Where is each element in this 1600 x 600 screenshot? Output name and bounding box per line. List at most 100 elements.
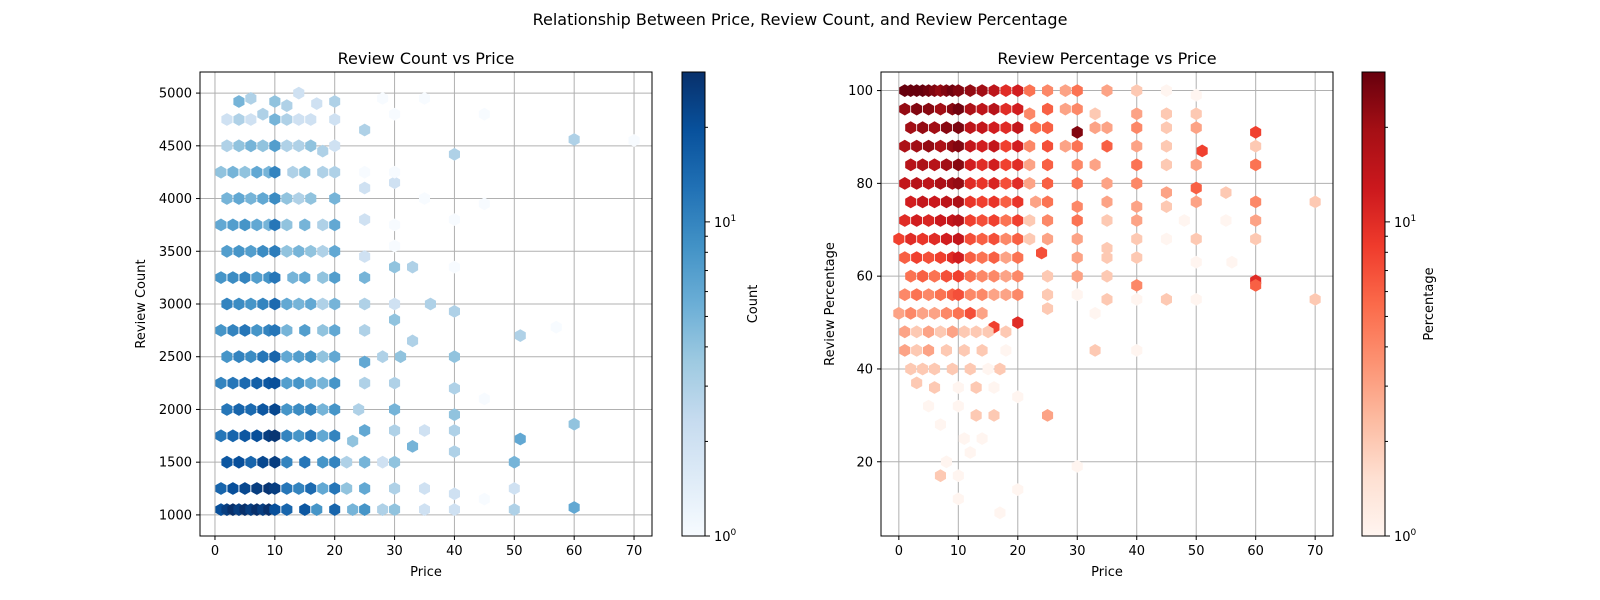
hex-bin (1042, 302, 1054, 315)
hex-bin (1160, 139, 1172, 153)
hex-bin (359, 165, 371, 179)
hex-bin (988, 195, 1000, 209)
y-tick-label: 3500 (159, 245, 192, 260)
hex-bin (419, 424, 430, 437)
hex-bin (1101, 121, 1113, 135)
hex-bin (448, 424, 460, 437)
hex-bin (958, 432, 970, 445)
hex-bin (1042, 409, 1054, 422)
hex-bin (221, 455, 233, 469)
hex-bin (934, 325, 946, 339)
hex-bin (1000, 325, 1012, 339)
hex-bin (329, 271, 341, 284)
hex-bin (424, 297, 436, 311)
hex-bin (1190, 121, 1202, 135)
hex-bin (227, 218, 239, 232)
hex-bin (478, 392, 490, 406)
hex-bin (1250, 214, 1262, 227)
hex-bin (1012, 158, 1024, 172)
hex-bin (923, 177, 935, 190)
hex-bin (1160, 200, 1172, 213)
hex-bin (293, 297, 305, 311)
hex-bin (1042, 288, 1054, 302)
x-tick-label: 70 (626, 544, 643, 559)
hex-bin (305, 297, 317, 311)
hex-bin (1131, 200, 1143, 213)
hex-bin (911, 251, 923, 264)
hex-bin (1000, 232, 1012, 246)
hex-bin (1131, 139, 1143, 153)
hex-bin (329, 503, 341, 516)
hex-bin (964, 232, 976, 246)
hex-bin (233, 95, 245, 108)
hex-bin (911, 177, 923, 190)
hex-bin (1131, 121, 1143, 135)
hex-bin (929, 362, 941, 376)
hex-bin (329, 244, 341, 258)
hex-bin (359, 181, 371, 195)
hex-bin (341, 482, 353, 495)
hex-bin (1024, 84, 1036, 97)
hex-bin (239, 218, 251, 232)
hex-bin (952, 177, 964, 190)
hex-bin (994, 362, 1006, 376)
hex-bin (215, 165, 227, 179)
hex-bin (1042, 84, 1054, 97)
hex-bin (1042, 232, 1054, 246)
hex-bin (215, 324, 227, 337)
hex-bin (389, 455, 401, 469)
hex-bin (964, 306, 976, 320)
hex-bin (293, 192, 305, 205)
hex-bin (1012, 102, 1024, 116)
hex-bin (952, 469, 964, 483)
hex-bin (239, 324, 251, 337)
hex-bin (964, 139, 976, 153)
plot-frame-right (880, 71, 1334, 537)
hex-bin (964, 177, 976, 190)
colorbar-tick-label: 100 (1394, 528, 1417, 545)
hex-bin (568, 417, 580, 431)
x-tick-label: 40 (446, 544, 463, 559)
hex-bin (269, 324, 281, 337)
hex-bin (215, 429, 227, 443)
hex-bin (929, 381, 941, 394)
hex-bin (269, 218, 281, 232)
hex-bin (251, 482, 263, 495)
hex-bin (946, 362, 958, 376)
hex-bin (1226, 255, 1238, 269)
hex-bin (448, 445, 460, 458)
y-tick-label: 2500 (159, 350, 192, 365)
hex-bin (976, 251, 988, 264)
hex-bin (251, 376, 263, 390)
hex-bin (317, 297, 329, 311)
hex-bin (1042, 269, 1054, 283)
hex-bin (215, 376, 227, 390)
hex-bin (923, 399, 935, 413)
hex-bin (988, 102, 1000, 116)
hex-bin (329, 192, 341, 205)
hex-bin (359, 455, 371, 469)
hex-bin (257, 455, 269, 469)
hex-bin (305, 429, 317, 443)
hex-bin (568, 133, 580, 146)
hex-bin (1000, 214, 1012, 227)
hex-bin (281, 192, 293, 205)
hex-bin (221, 403, 233, 416)
hex-bin (988, 409, 1000, 422)
hex-bin (227, 271, 239, 284)
hex-bin (1250, 195, 1262, 209)
hex-bin (1071, 177, 1083, 190)
hex-bin (1000, 102, 1012, 116)
hex-bin (1101, 177, 1113, 190)
hex-bin (1000, 288, 1012, 302)
hex-bin (359, 123, 371, 137)
hex-bin (929, 121, 941, 135)
hex-bin (305, 482, 317, 495)
hex-bin (299, 218, 311, 232)
x-tick-label: 30 (386, 544, 403, 559)
hex-bin (934, 177, 946, 190)
hex-bin (269, 192, 281, 205)
x-tick-label: 0 (211, 544, 219, 559)
hex-bin (245, 297, 257, 311)
colorbar-label-left: Count (746, 285, 761, 324)
